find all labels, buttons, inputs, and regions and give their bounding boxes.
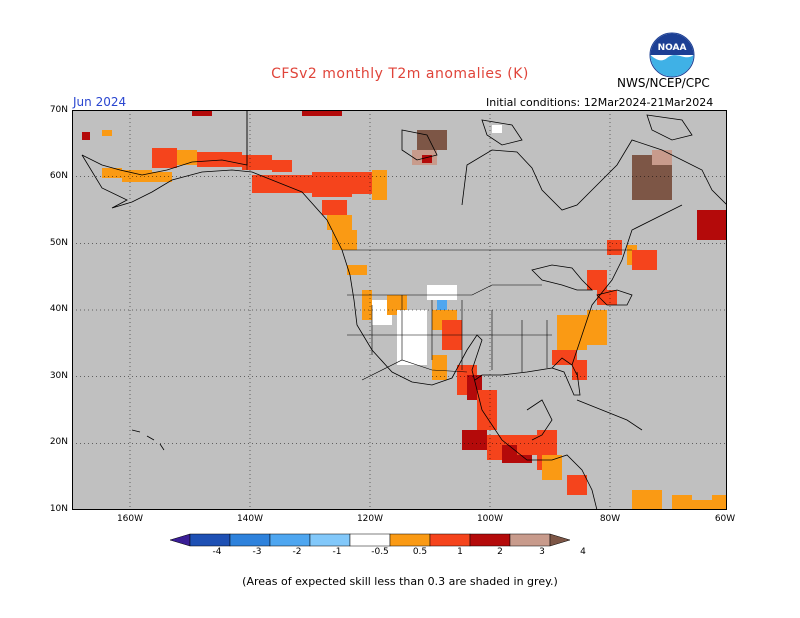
noaa-logo-icon: NOAA: [649, 32, 695, 78]
colorbar-segment: [389, 533, 431, 547]
lon-label: 160W: [116, 514, 144, 524]
colorbar-arrow-high: [549, 533, 571, 547]
map-frame: [72, 110, 727, 510]
anomaly-cell: [192, 110, 212, 116]
lat-label: 40N: [49, 304, 68, 314]
anomaly-cell: [302, 110, 342, 116]
lat-label: 20N: [49, 437, 68, 447]
anomaly-cell: [552, 350, 577, 365]
anomaly-cell: [567, 475, 587, 495]
lon-label: 100W: [476, 514, 504, 524]
anomaly-cell: [347, 265, 367, 275]
anomaly-cell: [102, 130, 112, 136]
colorbar-label: 0.5: [412, 547, 428, 557]
colorbar-label: -3: [252, 547, 262, 557]
anomaly-cell: [712, 495, 727, 510]
lon-label: 60W: [714, 514, 736, 524]
lat-label: 60N: [49, 171, 68, 181]
anomaly-map: [72, 110, 727, 510]
political-borders: [246, 110, 632, 381]
anomaly-cell: [122, 170, 152, 182]
colorbar-segment: [229, 533, 271, 547]
anomaly-cell: [692, 500, 712, 510]
anomaly-cell: [632, 250, 657, 270]
colorbar-segment: [509, 533, 551, 547]
colorbar-segment: [349, 533, 391, 547]
lat-label: 50N: [49, 238, 68, 248]
anomaly-cell: [432, 355, 447, 380]
colorbar-segment: [309, 533, 351, 547]
anomaly-cell: [177, 150, 197, 165]
anomaly-cell: [632, 490, 662, 510]
colorbar-segment: [269, 533, 311, 547]
anomaly-cell: [437, 300, 447, 310]
anomaly-cell: [542, 455, 562, 480]
anomaly-cell: [102, 168, 122, 178]
colorbar-label: 3: [539, 547, 545, 557]
anomaly-cell: [397, 310, 427, 365]
anomaly-cell: [272, 160, 292, 172]
colorbar-label: 4: [580, 547, 586, 557]
map-title: CFSv2 monthly T2m anomalies (K): [271, 66, 529, 82]
anomaly-cell: [352, 172, 377, 194]
anomaly-cell: [587, 270, 607, 290]
anomaly-cell: [557, 315, 587, 350]
anomaly-cell: [362, 290, 372, 320]
anomaly-cell: [152, 148, 177, 168]
anomaly-cell: [197, 152, 242, 167]
lat-label: 70N: [49, 105, 68, 115]
colorbar-label: -1: [332, 547, 342, 557]
lon-label: 140W: [236, 514, 264, 524]
anomaly-cell: [242, 155, 272, 170]
anomaly-cell: [322, 200, 347, 215]
anomaly-cell: [672, 495, 692, 510]
anomaly-cell: [492, 125, 502, 133]
anomaly-cell: [82, 132, 90, 140]
anomaly-cell: [422, 155, 432, 163]
graticule: [72, 110, 727, 510]
lon-label: 120W: [356, 514, 384, 524]
colorbar: [170, 533, 571, 547]
anomaly-cell: [327, 215, 352, 230]
initial-conditions: Initial conditions: 12Mar2024-21Mar2024: [486, 96, 714, 109]
colorbar-label: -2: [292, 547, 302, 557]
anomaly-cell: [697, 210, 727, 240]
anomaly-cell: [152, 172, 172, 182]
anomaly-cell: [417, 130, 447, 150]
skill-note: (Areas of expected skill less than 0.3 a…: [242, 575, 558, 588]
anomaly-cell: [372, 170, 387, 200]
colorbar-label: -0.5: [371, 547, 389, 557]
anomaly-cell: [517, 435, 542, 455]
forecast-month: Jun 2024: [73, 95, 127, 109]
colorbar-label: 2: [497, 547, 503, 557]
lat-label: 10N: [49, 504, 68, 514]
colorbar-label: -4: [212, 547, 222, 557]
anomaly-cell: [312, 172, 352, 197]
anomaly-cell: [462, 430, 487, 450]
anomaly-cell: [477, 390, 497, 430]
anomaly-cell: [607, 240, 622, 255]
colorbar-arrow-low: [170, 533, 191, 547]
colorbar-segment: [429, 533, 471, 547]
colorbar-segment: [189, 533, 231, 547]
colorbar-segment: [469, 533, 511, 547]
anomaly-cell: [332, 230, 357, 250]
organization-label: NWS/NCEP/CPC: [617, 76, 710, 90]
anomaly-cell: [652, 150, 672, 165]
anomaly-cell: [587, 310, 607, 345]
colorbar-label: 1: [457, 547, 463, 557]
anomaly-cell: [427, 285, 457, 300]
lat-label: 30N: [49, 371, 68, 381]
lon-label: 80W: [599, 514, 621, 524]
logo-text: NOAA: [658, 43, 687, 53]
